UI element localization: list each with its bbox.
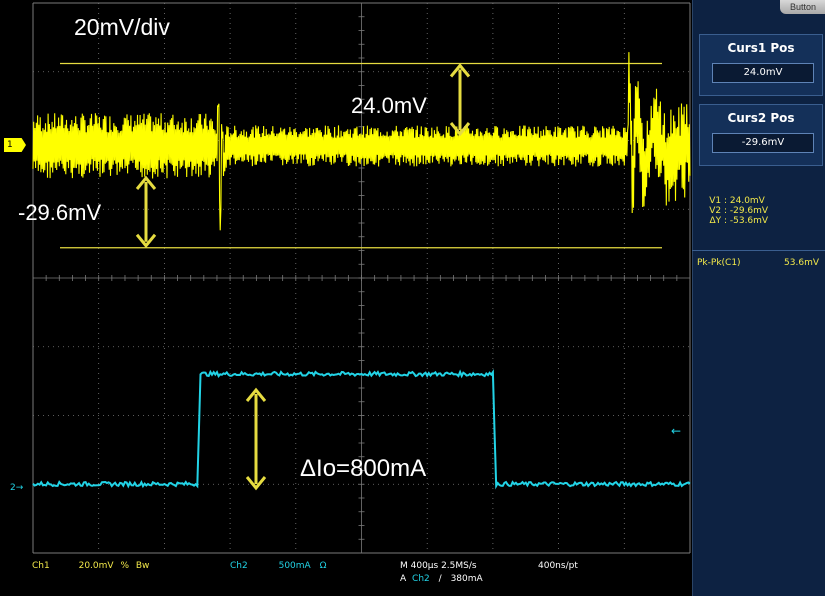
trigger-prefix: A <box>400 574 407 584</box>
ch1-status-scale: 20.0mV <box>78 561 114 571</box>
readout-row-dy: ΔY : -53.6mV <box>707 216 768 226</box>
ch2-impedance: Ω <box>319 561 327 571</box>
overshoot-arrow-head-bottom <box>449 122 471 137</box>
timebase-value: M 400µs 2.5MS/s <box>400 561 477 571</box>
readout-value: -29.6mV <box>729 206 769 216</box>
panel-divider <box>692 250 825 251</box>
ch1-bandwidth: Bw <box>135 561 150 571</box>
ch2-marker-arrow-icon: → <box>15 483 24 493</box>
volts-per-div-label: 20mV/div <box>74 14 170 40</box>
pk-pk-value: 53.6mV <box>784 258 819 268</box>
readout-value: -53.6mV <box>729 216 769 226</box>
waveform-traces <box>32 52 691 490</box>
trigger-level: 380mA <box>450 574 483 584</box>
coupling-icon: % <box>120 561 129 571</box>
trigger-source: Ch2 <box>412 574 430 584</box>
waveform-plot <box>32 2 691 554</box>
timebase-status[interactable]: M 400µs 2.5MS/s <box>400 561 477 571</box>
annotation-arrows <box>135 63 471 491</box>
readout-row-v2: V2 : -29.6mV <box>707 206 768 216</box>
delta-current-label: ΔIo=800mA <box>300 455 427 482</box>
ch2-status[interactable]: Ch2 500mA Ω <box>230 561 326 571</box>
ch1-marker-label: 1 <box>7 140 13 150</box>
curs2-value[interactable]: -29.6mV <box>712 133 814 153</box>
ch1-trace <box>32 52 691 231</box>
ch1-status[interactable]: Ch1 20.0mV % Bw <box>32 561 149 571</box>
ch2-status-scale: 500mA <box>278 561 311 571</box>
delta-current-arrow-head-top <box>245 387 267 402</box>
curs2-title: Curs2 Pos <box>727 111 795 125</box>
undershoot-label: -29.6mV <box>18 200 102 225</box>
ch2-marker[interactable]: 2→ <box>10 481 32 495</box>
record-length-value: 400ns/pt <box>538 561 578 571</box>
cursor-lines <box>60 62 662 249</box>
curs1-value[interactable]: 24.0mV <box>712 63 814 83</box>
graticule <box>32 2 691 554</box>
ch2-trace <box>32 369 691 490</box>
pk-pk-measurement: Pk-Pk(C1) 53.6mV <box>697 258 825 268</box>
overshoot-label: 24.0mV <box>351 93 427 118</box>
readout-key: V1 : <box>709 196 727 206</box>
pk-pk-label: Pk-Pk(C1) <box>697 258 741 268</box>
curs1-box[interactable]: Curs1 Pos 24.0mV <box>699 34 823 96</box>
cursor-readout: V1 : 24.0mV V2 : -29.6mV ΔY : -53.6mV <box>707 196 768 226</box>
trigger-slope-icon: / <box>438 574 442 584</box>
ch2-marker-label: 2 <box>10 483 16 493</box>
ch2-status-label: Ch2 <box>230 561 248 571</box>
curs1-title: Curs1 Pos <box>727 41 795 55</box>
top-menu-button[interactable]: Button <box>780 0 825 14</box>
overshoot-arrow-head-top <box>449 63 471 78</box>
trigger-status[interactable]: A Ch2 / 380mA <box>400 574 483 584</box>
readout-key: V2 : <box>709 206 727 216</box>
readout-key: ΔY : <box>709 216 727 226</box>
cursor-side-panel: Button Curs1 Pos 24.0mV Curs2 Pos -29.6m… <box>692 0 825 596</box>
trigger-level-arrow-icon: ← <box>671 424 682 438</box>
undershoot-arrow-head-bottom <box>135 233 157 249</box>
readout-value: 24.0mV <box>729 196 765 206</box>
record-length-status[interactable]: 400ns/pt <box>538 561 578 571</box>
ch1-status-label: Ch1 <box>32 561 50 571</box>
readout-row-v1: V1 : 24.0mV <box>707 196 768 206</box>
delta-current-arrow-head-bottom <box>245 476 267 491</box>
ch1-marker[interactable]: 1 <box>4 138 26 152</box>
undershoot-arrow-head-top <box>135 175 157 190</box>
curs2-box[interactable]: Curs2 Pos -29.6mV <box>699 104 823 166</box>
